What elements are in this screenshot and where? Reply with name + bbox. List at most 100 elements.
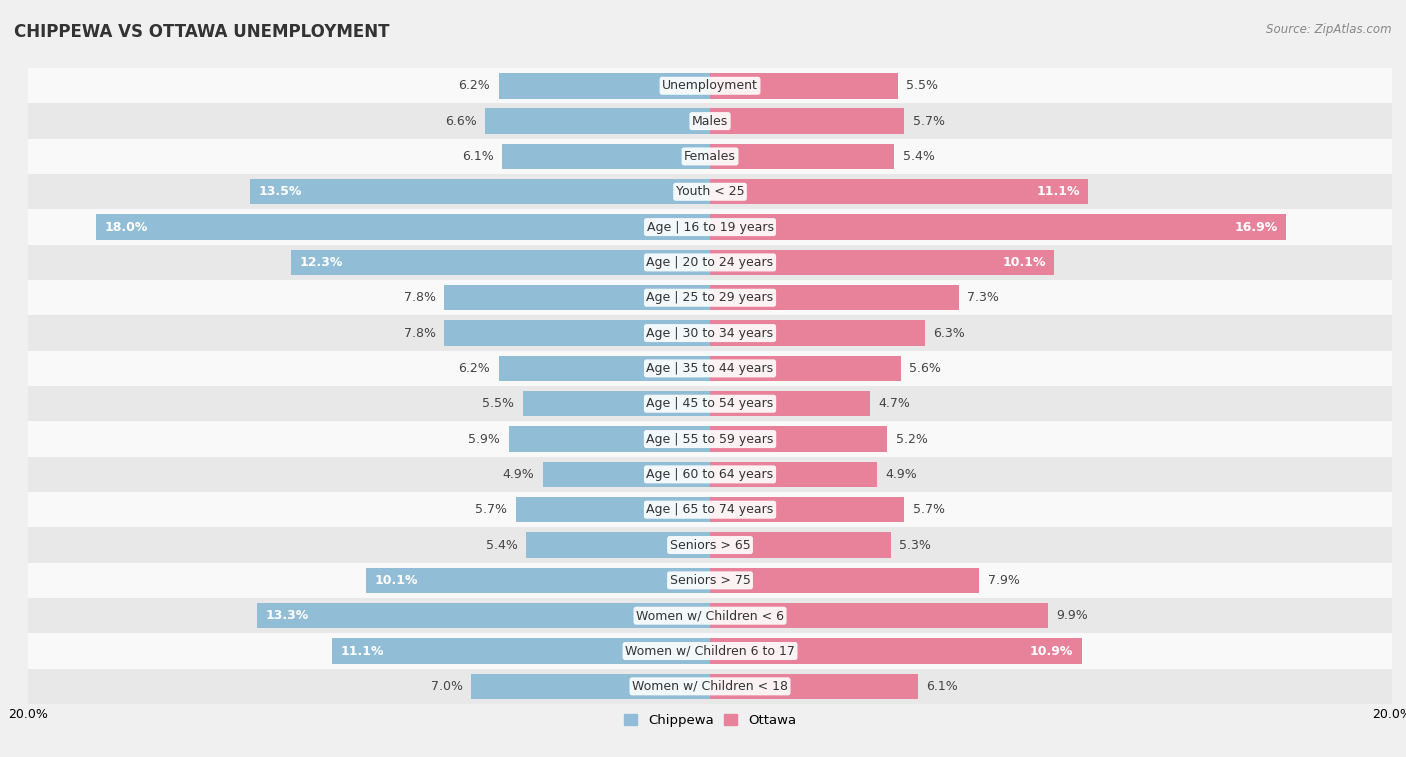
Text: 11.1%: 11.1% — [1036, 185, 1080, 198]
Text: Age | 45 to 54 years: Age | 45 to 54 years — [647, 397, 773, 410]
Bar — [28, 316, 1392, 350]
Bar — [28, 386, 1392, 422]
Text: 5.4%: 5.4% — [903, 150, 935, 163]
Bar — [291, 250, 710, 275]
Text: Age | 65 to 74 years: Age | 65 to 74 years — [647, 503, 773, 516]
Text: 5.4%: 5.4% — [485, 538, 517, 552]
Text: 9.9%: 9.9% — [1056, 609, 1088, 622]
Bar — [28, 210, 1392, 245]
Bar — [499, 356, 710, 381]
Text: Age | 35 to 44 years: Age | 35 to 44 years — [647, 362, 773, 375]
Text: 5.6%: 5.6% — [910, 362, 942, 375]
Bar — [710, 356, 901, 381]
Text: 5.7%: 5.7% — [475, 503, 508, 516]
Text: Age | 60 to 64 years: Age | 60 to 64 years — [647, 468, 773, 481]
Text: 10.1%: 10.1% — [1002, 256, 1046, 269]
Bar — [28, 68, 1392, 104]
Bar — [710, 638, 1081, 664]
Bar — [366, 568, 710, 593]
Bar — [710, 250, 1054, 275]
Bar — [471, 674, 710, 699]
Bar — [710, 674, 918, 699]
Bar — [710, 108, 904, 134]
Bar — [509, 426, 710, 452]
Bar — [710, 532, 891, 558]
Bar — [28, 245, 1392, 280]
Text: 7.0%: 7.0% — [430, 680, 463, 693]
Bar — [28, 668, 1392, 704]
Text: Source: ZipAtlas.com: Source: ZipAtlas.com — [1267, 23, 1392, 36]
Text: Males: Males — [692, 114, 728, 128]
Bar — [710, 391, 870, 416]
Bar — [28, 598, 1392, 634]
Text: 16.9%: 16.9% — [1234, 220, 1278, 234]
Bar — [710, 179, 1088, 204]
Text: Age | 16 to 19 years: Age | 16 to 19 years — [647, 220, 773, 234]
Text: 12.3%: 12.3% — [299, 256, 343, 269]
Text: Seniors > 65: Seniors > 65 — [669, 538, 751, 552]
Text: 11.1%: 11.1% — [340, 644, 384, 658]
Text: 5.3%: 5.3% — [900, 538, 931, 552]
Bar — [28, 280, 1392, 316]
Text: Women w/ Children < 6: Women w/ Children < 6 — [636, 609, 785, 622]
Bar — [444, 320, 710, 346]
Bar — [28, 350, 1392, 386]
Bar — [444, 285, 710, 310]
Bar — [28, 634, 1392, 668]
Bar — [28, 174, 1392, 210]
Bar — [28, 139, 1392, 174]
Bar — [710, 462, 877, 487]
Text: 7.8%: 7.8% — [404, 291, 436, 304]
Bar — [96, 214, 710, 240]
Text: 5.7%: 5.7% — [912, 114, 945, 128]
Text: 6.2%: 6.2% — [458, 79, 491, 92]
Text: Women w/ Children < 18: Women w/ Children < 18 — [633, 680, 787, 693]
Bar — [499, 73, 710, 98]
Text: 6.2%: 6.2% — [458, 362, 491, 375]
Bar — [28, 492, 1392, 528]
Bar — [485, 108, 710, 134]
Text: 5.7%: 5.7% — [912, 503, 945, 516]
Text: Unemployment: Unemployment — [662, 79, 758, 92]
Bar — [710, 497, 904, 522]
Text: 10.1%: 10.1% — [374, 574, 418, 587]
Text: 6.1%: 6.1% — [927, 680, 959, 693]
Text: 13.3%: 13.3% — [266, 609, 308, 622]
Text: 6.6%: 6.6% — [444, 114, 477, 128]
Text: 5.5%: 5.5% — [482, 397, 515, 410]
Bar — [502, 144, 710, 169]
Legend: Chippewa, Ottawa: Chippewa, Ottawa — [619, 709, 801, 732]
Bar — [28, 562, 1392, 598]
Text: 6.3%: 6.3% — [934, 326, 965, 340]
Text: 6.1%: 6.1% — [461, 150, 494, 163]
Bar — [710, 603, 1047, 628]
Text: 5.9%: 5.9% — [468, 432, 501, 446]
Bar — [28, 104, 1392, 139]
Bar — [710, 285, 959, 310]
Text: 10.9%: 10.9% — [1029, 644, 1073, 658]
Bar — [710, 144, 894, 169]
Bar — [28, 422, 1392, 456]
Bar — [710, 214, 1286, 240]
Text: Age | 55 to 59 years: Age | 55 to 59 years — [647, 432, 773, 446]
Text: 5.2%: 5.2% — [896, 432, 928, 446]
Bar — [28, 528, 1392, 562]
Text: Youth < 25: Youth < 25 — [676, 185, 744, 198]
Text: Age | 30 to 34 years: Age | 30 to 34 years — [647, 326, 773, 340]
Text: CHIPPEWA VS OTTAWA UNEMPLOYMENT: CHIPPEWA VS OTTAWA UNEMPLOYMENT — [14, 23, 389, 41]
Text: 5.5%: 5.5% — [905, 79, 938, 92]
Text: 7.8%: 7.8% — [404, 326, 436, 340]
Bar — [250, 179, 710, 204]
Bar — [526, 532, 710, 558]
Bar — [710, 426, 887, 452]
Bar — [523, 391, 710, 416]
Text: 4.9%: 4.9% — [503, 468, 534, 481]
Text: Females: Females — [685, 150, 735, 163]
Bar — [516, 497, 710, 522]
Text: 4.9%: 4.9% — [886, 468, 917, 481]
Bar — [28, 456, 1392, 492]
Bar — [710, 73, 897, 98]
Text: 4.7%: 4.7% — [879, 397, 911, 410]
Bar — [256, 603, 710, 628]
Text: 18.0%: 18.0% — [105, 220, 148, 234]
